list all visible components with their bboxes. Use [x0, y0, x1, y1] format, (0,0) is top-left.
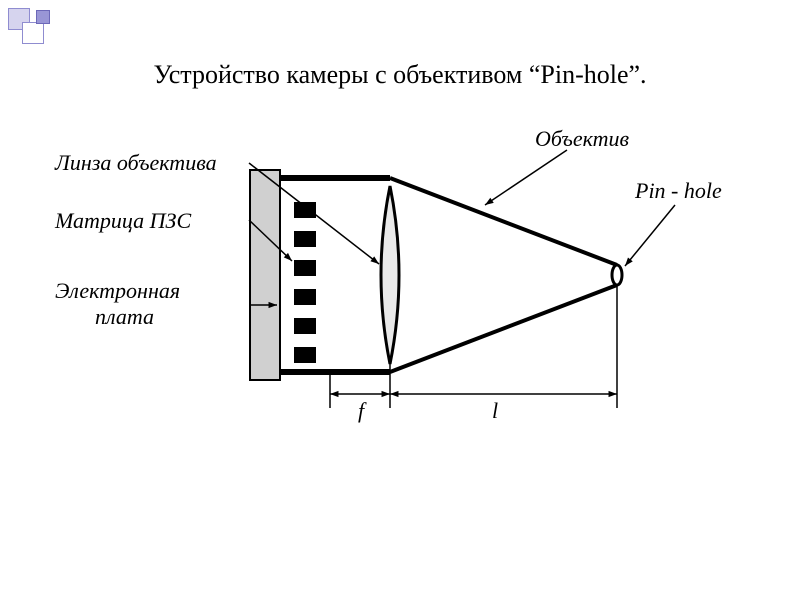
label-ccd: Матрица ПЗС: [55, 208, 191, 234]
pinhole-camera-diagram: Линза объектива Матрица ПЗС Электронная …: [55, 130, 745, 470]
label-pcb-line2: плата: [95, 304, 154, 330]
dimension-f: f: [351, 398, 371, 424]
label-pinhole: Pin - hole: [635, 178, 722, 204]
label-lens: Линза объектива: [55, 150, 217, 176]
label-pcb-line1: Электронная: [55, 278, 180, 304]
page-title: Устройство камеры с объективом “Pin-hole…: [0, 60, 800, 90]
label-objective: Объектив: [535, 126, 629, 152]
dimension-l: l: [475, 398, 515, 424]
